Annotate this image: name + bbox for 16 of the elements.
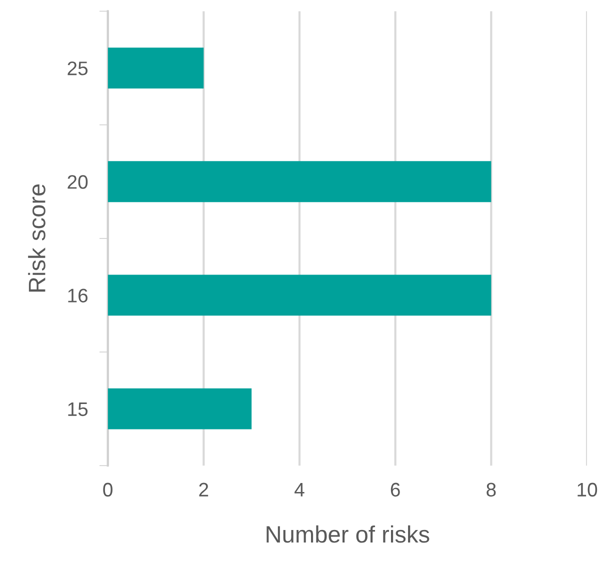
bar (108, 274, 492, 316)
x-tick-label: 4 (294, 483, 304, 496)
bar (108, 388, 252, 430)
x-tick-label: 8 (486, 482, 496, 497)
x-axis-title: Number of risks (266, 525, 430, 543)
x-tick-label: 0 (103, 482, 112, 497)
y-tick-label: 20 (68, 175, 88, 189)
bar (108, 161, 492, 202)
y-tick-label: 15 (68, 402, 88, 416)
y-tick-label: 16 (68, 288, 88, 302)
x-tick-label: 2 (199, 482, 208, 496)
y-tick-label: 25 (68, 61, 88, 76)
x-tick-label: 10 (578, 482, 598, 497)
y-axis-title: Risk score (28, 184, 46, 292)
bar (108, 48, 204, 88)
x-tick-label: 6 (390, 482, 400, 497)
